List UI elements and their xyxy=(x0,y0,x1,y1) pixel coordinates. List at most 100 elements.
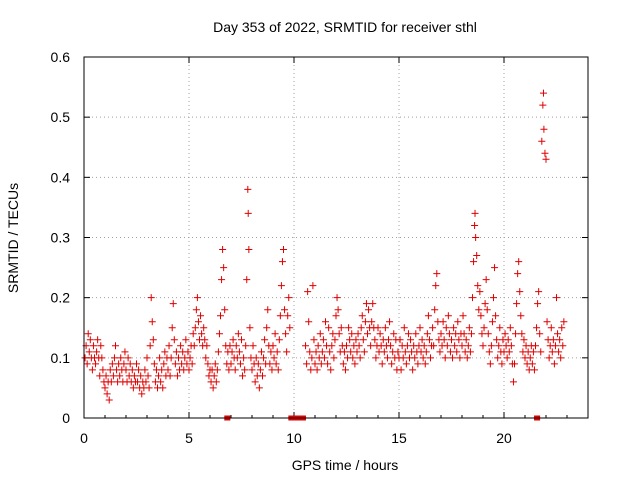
data-point xyxy=(263,324,271,332)
y-tick-label: 0.6 xyxy=(51,49,71,65)
data-point xyxy=(541,149,549,157)
data-point xyxy=(403,342,411,350)
data-point xyxy=(268,366,276,374)
data-point xyxy=(538,137,546,145)
data-point xyxy=(542,155,550,163)
data-point xyxy=(480,324,488,332)
data-point xyxy=(551,342,559,350)
data-point xyxy=(361,318,369,326)
data-point xyxy=(464,342,472,350)
data-point xyxy=(478,330,486,338)
data-point xyxy=(148,318,156,326)
y-tick-label: 0.1 xyxy=(51,350,71,366)
data-point xyxy=(311,360,319,368)
data-point xyxy=(539,101,547,109)
data-point xyxy=(528,360,536,368)
data-point xyxy=(420,342,428,350)
data-point xyxy=(138,390,146,398)
data-point xyxy=(112,342,119,350)
data-point xyxy=(261,336,269,344)
data-point xyxy=(89,342,97,350)
data-point xyxy=(106,366,114,374)
data-point xyxy=(337,324,345,332)
data-point xyxy=(401,348,409,356)
data-point xyxy=(518,330,526,338)
data-point xyxy=(471,209,479,217)
data-point xyxy=(387,342,395,350)
data-point xyxy=(491,264,499,272)
data-point xyxy=(459,312,467,320)
data-point xyxy=(272,360,280,368)
data-point xyxy=(122,366,130,374)
data-point xyxy=(283,348,291,356)
data-point xyxy=(385,336,392,344)
data-point xyxy=(416,324,424,332)
data-point xyxy=(367,342,375,350)
data-point xyxy=(143,354,151,362)
data-point xyxy=(260,354,268,362)
data-point xyxy=(194,318,202,326)
data-point xyxy=(333,294,341,302)
data-point xyxy=(424,312,432,320)
data-point xyxy=(214,348,222,356)
data-point xyxy=(85,348,93,356)
data-point xyxy=(302,342,310,350)
data-point xyxy=(83,360,91,368)
data-point xyxy=(81,354,89,362)
data-point xyxy=(126,360,134,368)
data-point xyxy=(204,360,212,368)
data-point xyxy=(444,312,452,320)
data-point xyxy=(308,354,316,362)
data-point xyxy=(213,366,221,374)
data-point xyxy=(496,324,504,332)
data-point xyxy=(440,336,448,344)
data-point xyxy=(226,342,234,350)
data-point xyxy=(462,336,470,344)
data-point xyxy=(107,378,115,386)
data-point xyxy=(475,306,483,314)
data-point xyxy=(133,360,140,368)
data-point xyxy=(484,330,492,338)
data-point xyxy=(351,360,359,368)
data-point xyxy=(310,336,318,344)
data-point xyxy=(249,342,257,350)
x-tick-label: 10 xyxy=(286,430,302,446)
data-point xyxy=(190,342,198,350)
data-point xyxy=(198,330,206,338)
data-point xyxy=(493,336,501,344)
data-point xyxy=(364,330,371,338)
data-point xyxy=(386,318,394,326)
data-point xyxy=(149,336,157,344)
data-point xyxy=(160,360,168,368)
data-point xyxy=(442,324,450,332)
data-point xyxy=(365,306,373,314)
data-point xyxy=(314,342,322,350)
data-point xyxy=(536,330,544,338)
data-point xyxy=(220,264,228,272)
data-point xyxy=(147,294,155,302)
data-point xyxy=(355,342,363,350)
data-point xyxy=(437,330,445,338)
data-point xyxy=(339,360,347,368)
data-point xyxy=(241,366,249,374)
data-point xyxy=(479,342,487,350)
data-point xyxy=(318,348,326,356)
data-point xyxy=(340,348,348,356)
data-point xyxy=(383,354,391,362)
data-point xyxy=(555,348,563,356)
data-point xyxy=(239,372,247,380)
data-point xyxy=(345,324,353,332)
data-point xyxy=(471,221,479,229)
data-point xyxy=(449,354,457,362)
data-point xyxy=(539,89,547,97)
data-point xyxy=(360,348,368,356)
data-point xyxy=(210,372,218,380)
data-point xyxy=(99,366,107,374)
x-tick-label: 0 xyxy=(80,430,88,446)
data-point xyxy=(141,366,149,374)
data-point xyxy=(486,360,494,368)
y-tick-label: 0.4 xyxy=(51,169,71,185)
data-point xyxy=(184,348,192,356)
